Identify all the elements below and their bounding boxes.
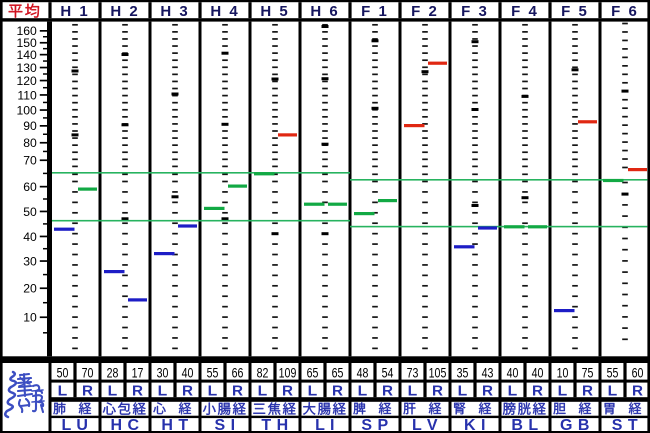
svg-text:B L: B L [511, 417, 538, 433]
svg-text:10: 10 [23, 311, 37, 325]
svg-text:120: 120 [16, 74, 37, 88]
svg-text:R: R [632, 383, 644, 399]
svg-text:105: 105 [429, 365, 447, 381]
svg-text:10: 10 [557, 365, 569, 381]
svg-text:30: 30 [23, 254, 37, 268]
svg-text:40: 40 [532, 365, 544, 381]
svg-text:L: L [608, 383, 618, 399]
svg-text:R: R [582, 383, 594, 399]
svg-text:109: 109 [279, 365, 297, 381]
svg-text:S P: S P [361, 417, 388, 433]
svg-text:40: 40 [507, 365, 519, 381]
svg-text:R: R [82, 383, 94, 399]
svg-text:L: L [458, 383, 468, 399]
svg-text:150: 150 [16, 36, 37, 50]
svg-text:F 4: F 4 [511, 3, 539, 20]
svg-text:R: R [532, 383, 544, 399]
svg-text:160: 160 [16, 24, 37, 38]
svg-text:L: L [408, 383, 418, 399]
svg-text:50: 50 [57, 365, 69, 381]
svg-text:30: 30 [157, 365, 169, 381]
svg-text:110: 110 [17, 88, 37, 102]
svg-text:H 5: H 5 [260, 3, 289, 20]
svg-text:70: 70 [23, 154, 37, 168]
svg-text:H 4: H 4 [210, 3, 239, 20]
svg-text:H 6: H 6 [310, 3, 339, 20]
svg-text:50: 50 [23, 205, 37, 219]
svg-text:L V: L V [412, 417, 438, 433]
svg-text:43: 43 [482, 365, 494, 381]
svg-text:140: 140 [16, 48, 37, 62]
svg-text:F 2: F 2 [411, 3, 439, 20]
svg-text:L: L [358, 383, 368, 399]
svg-text:F 6: F 6 [611, 3, 639, 20]
svg-text:H 2: H 2 [110, 3, 139, 20]
svg-text:90: 90 [23, 119, 37, 133]
svg-text:R: R [182, 383, 194, 399]
svg-text:55: 55 [207, 365, 219, 381]
svg-text:65: 65 [332, 365, 344, 381]
svg-text:54: 54 [382, 365, 394, 381]
svg-text:L: L [108, 383, 118, 399]
svg-text:K I: K I [464, 417, 486, 433]
svg-text:75: 75 [582, 365, 594, 381]
svg-text:L: L [558, 383, 568, 399]
svg-text:66: 66 [232, 365, 244, 381]
svg-text:40: 40 [182, 365, 194, 381]
svg-text:L: L [258, 383, 268, 399]
svg-text:R: R [282, 383, 294, 399]
svg-text:82: 82 [257, 365, 269, 381]
svg-text:L: L [208, 383, 218, 399]
svg-text:R: R [332, 383, 344, 399]
svg-text:F 3: F 3 [461, 3, 489, 20]
svg-text:H C: H C [110, 417, 139, 433]
svg-text:28: 28 [107, 365, 119, 381]
svg-text:L I: L I [315, 417, 335, 433]
svg-text:R: R [432, 383, 444, 399]
svg-text:R: R [232, 383, 244, 399]
svg-text:60: 60 [632, 365, 644, 381]
svg-text:L: L [158, 383, 168, 399]
svg-text:R: R [482, 383, 494, 399]
svg-text:17: 17 [132, 365, 144, 381]
svg-text:65: 65 [307, 365, 319, 381]
svg-text:T H: T H [261, 417, 288, 433]
svg-text:H T: H T [161, 417, 188, 433]
svg-text:73: 73 [407, 365, 419, 381]
svg-text:100: 100 [16, 103, 37, 117]
svg-text:35: 35 [457, 365, 469, 381]
svg-text:F 5: F 5 [561, 3, 589, 20]
svg-text:G B: G B [560, 417, 590, 433]
svg-text:130: 130 [16, 61, 37, 75]
svg-text:L: L [508, 383, 518, 399]
svg-text:80: 80 [23, 136, 37, 150]
svg-text:R: R [132, 383, 144, 399]
svg-text:48: 48 [357, 365, 369, 381]
svg-text:L: L [308, 383, 318, 399]
svg-text:F 1: F 1 [361, 3, 389, 20]
svg-text:60: 60 [23, 180, 37, 194]
svg-text:L: L [58, 383, 68, 399]
svg-text:20: 20 [23, 282, 37, 296]
svg-text:R: R [382, 383, 394, 399]
svg-text:70: 70 [82, 365, 94, 381]
svg-text:55: 55 [607, 365, 619, 381]
svg-text:L U: L U [62, 417, 89, 433]
svg-text:S I: S I [214, 417, 235, 433]
svg-text:H 3: H 3 [160, 3, 189, 20]
svg-text:40: 40 [23, 230, 37, 244]
svg-text:S T: S T [612, 417, 638, 433]
svg-text:H 1: H 1 [60, 3, 89, 20]
